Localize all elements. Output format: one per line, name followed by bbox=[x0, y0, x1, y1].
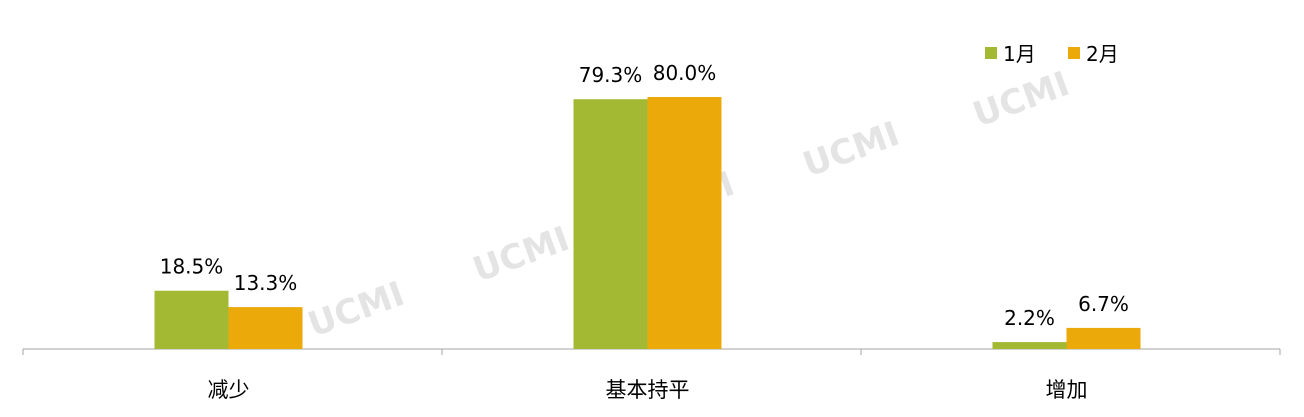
bar-2 bbox=[228, 307, 303, 349]
bar-1 bbox=[154, 290, 229, 349]
watermark: UCMI bbox=[968, 64, 1075, 135]
bar-1 bbox=[992, 342, 1067, 349]
bar-1 bbox=[573, 99, 648, 349]
data-label: 2.2% bbox=[1004, 306, 1055, 330]
category-label: 增加 bbox=[1046, 378, 1088, 402]
legend-swatch-1 bbox=[985, 47, 997, 59]
data-label: 18.5% bbox=[160, 255, 224, 279]
legend-swatch-2 bbox=[1068, 47, 1080, 59]
legend-label: 1月 bbox=[1003, 42, 1036, 66]
data-label: 13.3% bbox=[234, 271, 298, 295]
data-label: 79.3% bbox=[579, 63, 643, 87]
data-label: 6.7% bbox=[1078, 292, 1129, 316]
legend-label: 2月 bbox=[1086, 42, 1119, 66]
bar-2 bbox=[1066, 327, 1141, 349]
bar-2 bbox=[647, 97, 722, 349]
data-label: 80.0% bbox=[653, 61, 717, 85]
watermark: UCMI bbox=[798, 114, 905, 185]
watermark: UCMI bbox=[468, 219, 575, 290]
watermark: UCMI bbox=[303, 274, 410, 345]
category-label: 基本持平 bbox=[606, 378, 690, 402]
category-label: 减少 bbox=[208, 378, 250, 402]
